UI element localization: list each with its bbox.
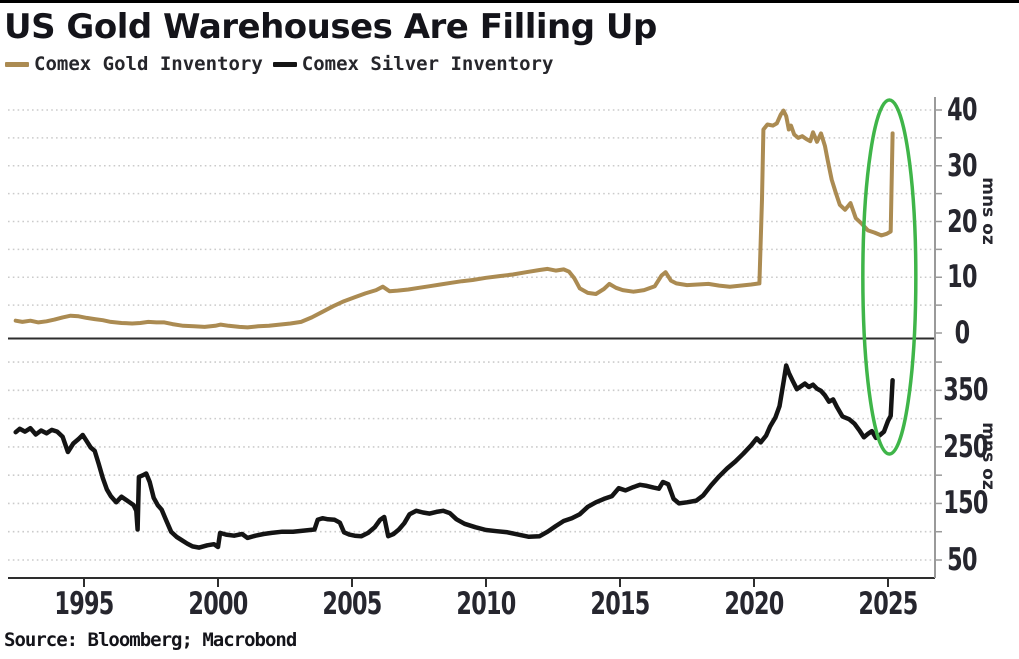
y-tick-label-50: 50 [947,542,977,578]
top-border-rule [0,0,1019,3]
x-tick-label-1995: 1995 [54,586,114,622]
gold-series-line [13,108,895,330]
y-tick-label-250: 250 [943,428,988,465]
x-tick-label-2010: 2010 [456,586,516,622]
x-tick-label-2005: 2005 [322,586,382,622]
y-tick-label-0: 0 [954,315,971,351]
top-panel-unit-label: mns oz [978,177,998,245]
y-tick-label-10: 10 [947,259,977,296]
legend-item-gold: Comex Gold Inventory [5,53,263,75]
source-credit: Source: Bloomberg; Macrobond [4,629,297,651]
x-tick-label-2015: 2015 [590,586,650,622]
x-tick-label-2025: 2025 [858,586,918,622]
y-tick-label-30: 30 [947,147,977,184]
legend: Comex Gold Inventory Comex Silver Invent… [5,53,553,75]
bottom-panel-unit-label: mns oz [978,422,998,490]
silver-series-line [13,363,895,550]
highlight-ellipse [861,98,918,456]
y-tick-label-350: 350 [943,372,988,409]
silver-line-swatch-icon [272,61,297,67]
x-tick-label-2000: 2000 [188,586,248,622]
x-tick-label-2020: 2020 [724,586,784,622]
y-tick-label-20: 20 [947,203,977,240]
legend-item-silver: Comex Silver Inventory [272,53,554,75]
legend-label-gold: Comex Gold Inventory [34,53,263,75]
gold-line-swatch-icon [5,61,29,67]
legend-label-silver: Comex Silver Inventory [301,53,554,75]
y-tick-label-150: 150 [943,485,988,522]
y-tick-label-40: 40 [947,92,977,128]
page-title: US Gold Warehouses Are Filling Up [4,7,657,47]
